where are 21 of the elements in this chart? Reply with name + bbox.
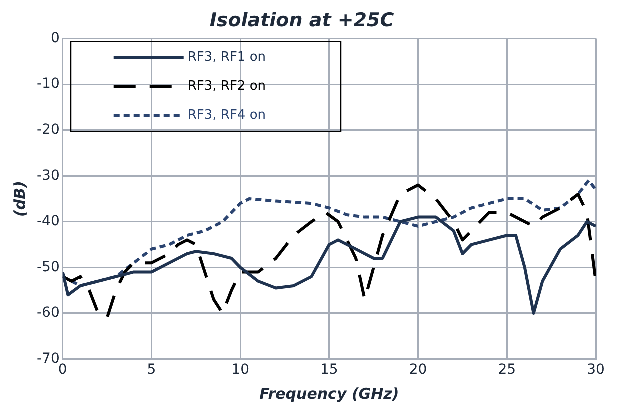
y-tick-label: 0 xyxy=(50,30,60,46)
x-tick-label: 10 xyxy=(232,362,250,378)
x-axis-title: Frequency (GHz) xyxy=(260,384,400,403)
y-tick-label: -10 xyxy=(36,76,60,92)
line-series xyxy=(62,184,596,320)
y-axis-title: (dB) xyxy=(10,181,29,217)
y-tick-label: -60 xyxy=(36,305,60,322)
y-tick-label: -20 xyxy=(36,122,60,138)
x-tick-label: 25 xyxy=(498,362,516,378)
text: RF3, RF2 on xyxy=(188,79,266,94)
y-tick-label: -70 xyxy=(36,350,60,367)
x-tick-label: 30 xyxy=(587,362,605,378)
x-tick-label: 20 xyxy=(409,362,428,378)
y-tick-label: -30 xyxy=(36,168,60,184)
y-tick-label: -40 xyxy=(36,214,60,230)
chart-title: Isolation at +25C xyxy=(210,9,394,32)
x-tick-label: 15 xyxy=(320,362,338,378)
x-tick-label: 5 xyxy=(147,362,156,378)
text: RF3, RF4 on xyxy=(188,108,266,124)
y-tick-label: -50 xyxy=(36,259,60,276)
text: RF3, RF1 on xyxy=(188,50,266,66)
